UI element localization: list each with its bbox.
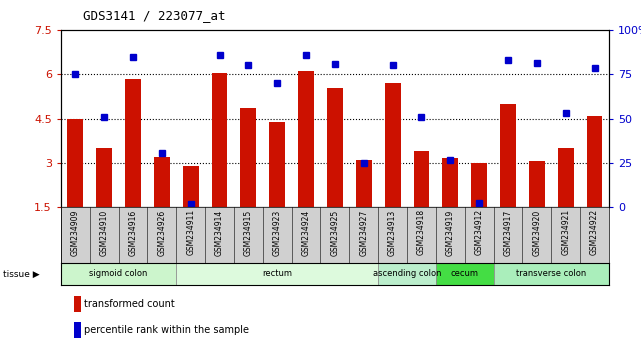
Text: GSM234922: GSM234922 <box>590 209 599 256</box>
Text: transformed count: transformed count <box>84 299 175 309</box>
Text: GSM234927: GSM234927 <box>359 209 369 256</box>
Text: transverse colon: transverse colon <box>516 269 587 279</box>
Text: cecum: cecum <box>451 269 479 279</box>
Bar <box>558 148 574 207</box>
Text: GSM234914: GSM234914 <box>215 209 224 256</box>
Text: tissue ▶: tissue ▶ <box>3 269 40 279</box>
Text: GSM234919: GSM234919 <box>445 209 455 256</box>
Bar <box>183 166 199 207</box>
Bar <box>529 161 545 207</box>
Text: GSM234915: GSM234915 <box>244 209 253 256</box>
Text: GSM234910: GSM234910 <box>99 209 109 256</box>
Text: GSM234909: GSM234909 <box>71 209 80 256</box>
Bar <box>442 159 458 207</box>
Bar <box>96 148 112 207</box>
Text: GSM234918: GSM234918 <box>417 209 426 256</box>
Text: GSM234916: GSM234916 <box>128 209 138 256</box>
Bar <box>61 263 176 285</box>
Bar <box>385 83 401 207</box>
Text: GSM234912: GSM234912 <box>474 209 484 256</box>
Bar <box>154 157 170 207</box>
Text: GSM234924: GSM234924 <box>301 209 311 256</box>
Bar <box>327 88 343 207</box>
Text: percentile rank within the sample: percentile rank within the sample <box>84 325 249 335</box>
Bar <box>125 79 141 207</box>
Bar <box>500 104 516 207</box>
Text: GSM234921: GSM234921 <box>561 209 570 256</box>
Text: GDS3141 / 223077_at: GDS3141 / 223077_at <box>83 9 226 22</box>
Bar <box>378 263 436 285</box>
Bar <box>269 121 285 207</box>
Text: GSM234917: GSM234917 <box>503 209 513 256</box>
Text: GSM234920: GSM234920 <box>532 209 542 256</box>
Bar <box>212 73 228 207</box>
Text: GSM234925: GSM234925 <box>330 209 340 256</box>
Bar <box>436 263 494 285</box>
Bar <box>471 163 487 207</box>
Text: GSM234911: GSM234911 <box>186 209 196 256</box>
Bar <box>67 119 83 207</box>
Text: ascending colon: ascending colon <box>373 269 441 279</box>
Text: GSM234926: GSM234926 <box>157 209 167 256</box>
Bar <box>356 160 372 207</box>
Bar <box>240 108 256 207</box>
Text: rectum: rectum <box>262 269 292 279</box>
Text: sigmoid colon: sigmoid colon <box>89 269 148 279</box>
Bar <box>413 151 429 207</box>
Text: GSM234923: GSM234923 <box>272 209 282 256</box>
Bar <box>587 116 603 207</box>
Text: GSM234913: GSM234913 <box>388 209 397 256</box>
Bar <box>494 263 609 285</box>
Bar <box>298 72 314 207</box>
Bar <box>176 263 378 285</box>
